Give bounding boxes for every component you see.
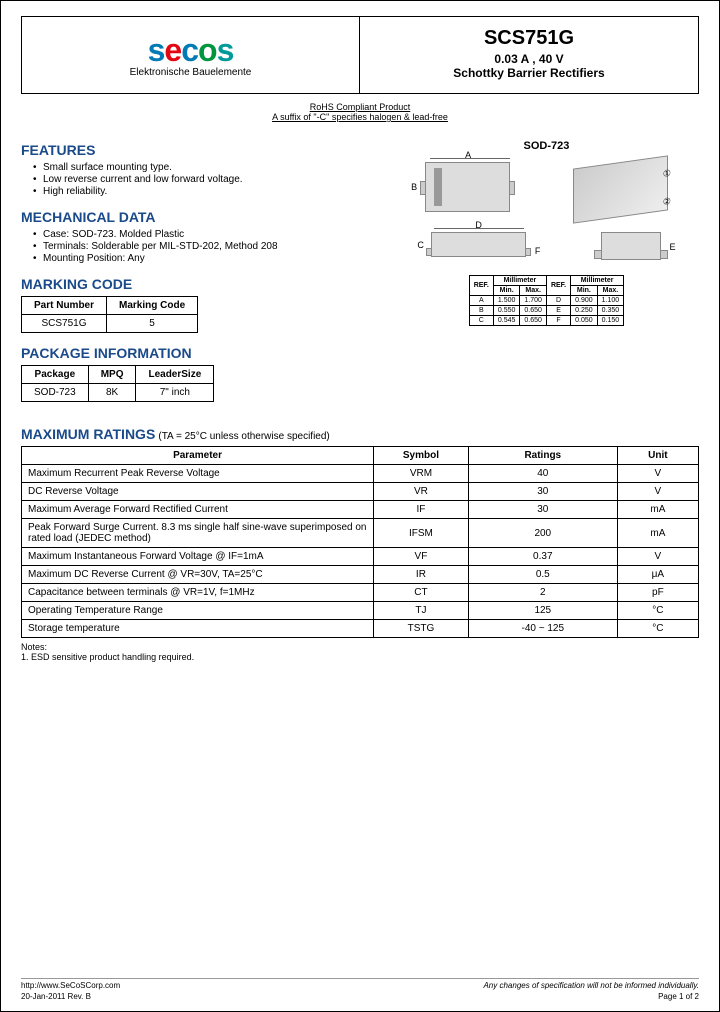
dim-th: Max. <box>597 286 624 296</box>
footer-date: 20-Jan-2011 Rev. B <box>21 992 91 1001</box>
left-column: FEATURES Small surface mounting type. Lo… <box>21 130 394 406</box>
rohs-line2: A suffix of "-C" specifies halogen & lea… <box>272 112 448 122</box>
notes-title: Notes: <box>21 642 47 652</box>
ratings-row: Operating Temperature RangeTJ125°C <box>22 602 699 620</box>
footer-disclaimer: Any changes of specification will not be… <box>483 981 699 990</box>
ratings-section: MAXIMUM RATINGS (TA = 25°C unless otherw… <box>21 426 699 662</box>
features-title: FEATURES <box>21 142 384 158</box>
ratings-row: Storage temperatureTSTG-40 ~ 125°C <box>22 620 699 638</box>
ratings-row: DC Reverse VoltageVR30V <box>22 483 699 501</box>
dim-th: Min. <box>571 286 598 296</box>
pkg-cell: SOD-723 <box>22 384 89 402</box>
rohs-notice: RoHS Compliant Product A suffix of "-C" … <box>21 102 699 122</box>
marking-header: Marking Code <box>107 297 198 315</box>
right-column: SOD-723 A B ① <box>394 130 699 406</box>
marking-title: MARKING CODE <box>21 276 384 292</box>
dim-th: Millimeter <box>571 276 624 286</box>
header-container: secos Elektronische Bauelemente SCS751G … <box>21 16 699 94</box>
pin1-marker: ① <box>663 168 671 180</box>
feature-item: High reliability. <box>33 186 384 197</box>
package-name: SOD-723 <box>394 140 699 152</box>
dim-row: B 0.550 0.650 E 0.250 0.350 <box>469 306 623 316</box>
logo-area: secos Elektronische Bauelemente <box>22 17 360 93</box>
page-footer: http://www.SeCoSCorp.com Any changes of … <box>21 978 699 1001</box>
pkg-header: Package <box>22 366 89 384</box>
ratings-th: Symbol <box>374 447 469 465</box>
dim-th: REF. <box>546 276 570 296</box>
marking-table: Part Number Marking Code SCS751G 5 <box>21 296 198 333</box>
ratings-th: Unit <box>617 447 698 465</box>
part-number: SCS751G <box>370 27 688 50</box>
ratings-row: Peak Forward Surge Current. 8.3 ms singl… <box>22 519 699 548</box>
ratings-table: Parameter Symbol Ratings Unit Maximum Re… <box>21 446 699 638</box>
top-view <box>425 162 510 212</box>
package-info-table: Package MPQ LeaderSize SOD-723 8K 7" inc… <box>21 365 214 402</box>
feature-item: Small surface mounting type. <box>33 162 384 173</box>
ratings-row: Maximum Average Forward Rectified Curren… <box>22 501 699 519</box>
package-info-title: PACKAGE INFORMATION <box>21 345 384 361</box>
marking-header: Part Number <box>22 297 107 315</box>
marking-cell: SCS751G <box>22 315 107 333</box>
ratings-row: Capacitance between terminals @ VR=1V, f… <box>22 584 699 602</box>
ratings-th: Parameter <box>22 447 374 465</box>
dim-th: Min. <box>493 286 520 296</box>
features-list: Small surface mounting type. Low reverse… <box>21 162 384 197</box>
title-area: SCS751G 0.03 A , 40 V Schottky Barrier R… <box>360 17 698 93</box>
feature-item: Low reverse current and low forward volt… <box>33 174 384 185</box>
footer-url: http://www.SeCoSCorp.com <box>21 981 120 990</box>
pin2-marker: ② <box>663 196 671 208</box>
marking-cell: 5 <box>107 315 198 333</box>
part-description: Schottky Barrier Rectifiers <box>370 66 688 80</box>
logo-subtitle: Elektronische Bauelemente <box>130 67 252 78</box>
pkg-header: LeaderSize <box>136 366 214 384</box>
ratings-th: Ratings <box>468 447 617 465</box>
package-diagram: A B ① ② <box>394 162 699 326</box>
mechanical-title: MECHANICAL DATA <box>21 209 384 225</box>
mechanical-list: Case: SOD-723. Molded Plastic Terminals:… <box>21 229 384 264</box>
mech-item: Case: SOD-723. Molded Plastic <box>33 229 384 240</box>
datasheet-page: secos Elektronische Bauelemente SCS751G … <box>0 0 720 1012</box>
rohs-line1: RoHS Compliant Product <box>310 102 411 112</box>
dim-row: C 0.545 0.650 F 0.050 0.150 <box>469 316 623 326</box>
dim-label-b: B <box>411 182 417 192</box>
dim-label-e: E <box>669 242 675 252</box>
end-view <box>601 232 661 260</box>
mech-item: Mounting Position: Any <box>33 253 384 264</box>
ratings-row: Maximum Instantaneous Forward Voltage @ … <box>22 548 699 566</box>
dim-th: Millimeter <box>493 276 546 286</box>
footer-page: Page 1 of 2 <box>658 992 699 1001</box>
content-columns: FEATURES Small surface mounting type. Lo… <box>21 130 699 406</box>
ratings-row: Maximum Recurrent Peak Reverse VoltageVR… <box>22 465 699 483</box>
ratings-condition: (TA = 25°C unless otherwise specified) <box>158 431 329 442</box>
ratings-title: MAXIMUM RATINGS <box>21 426 155 442</box>
iso-view: ① ② <box>573 155 668 223</box>
notes: Notes: 1. ESD sensitive product handling… <box>21 642 699 662</box>
mech-item: Terminals: Solderable per MIL-STD-202, M… <box>33 241 384 252</box>
pkg-cell: 8K <box>88 384 136 402</box>
dim-row: A 1.500 1.700 D 0.900 1.100 <box>469 296 623 306</box>
dim-label-c: C <box>417 240 424 250</box>
dim-label-f: F <box>535 246 541 256</box>
dim-th: Max. <box>520 286 547 296</box>
company-logo: secos <box>148 32 234 69</box>
ratings-row: Maximum DC Reverse Current @ VR=30V, TA=… <box>22 566 699 584</box>
part-spec: 0.03 A , 40 V <box>370 52 688 66</box>
dimension-table: REF. Millimeter REF. Millimeter Min. Max… <box>469 275 624 326</box>
pkg-cell: 7" inch <box>136 384 214 402</box>
pkg-header: MPQ <box>88 366 136 384</box>
note-item: 1. ESD sensitive product handling requir… <box>21 652 194 662</box>
side-view <box>431 232 526 257</box>
dim-th: REF. <box>469 276 493 296</box>
